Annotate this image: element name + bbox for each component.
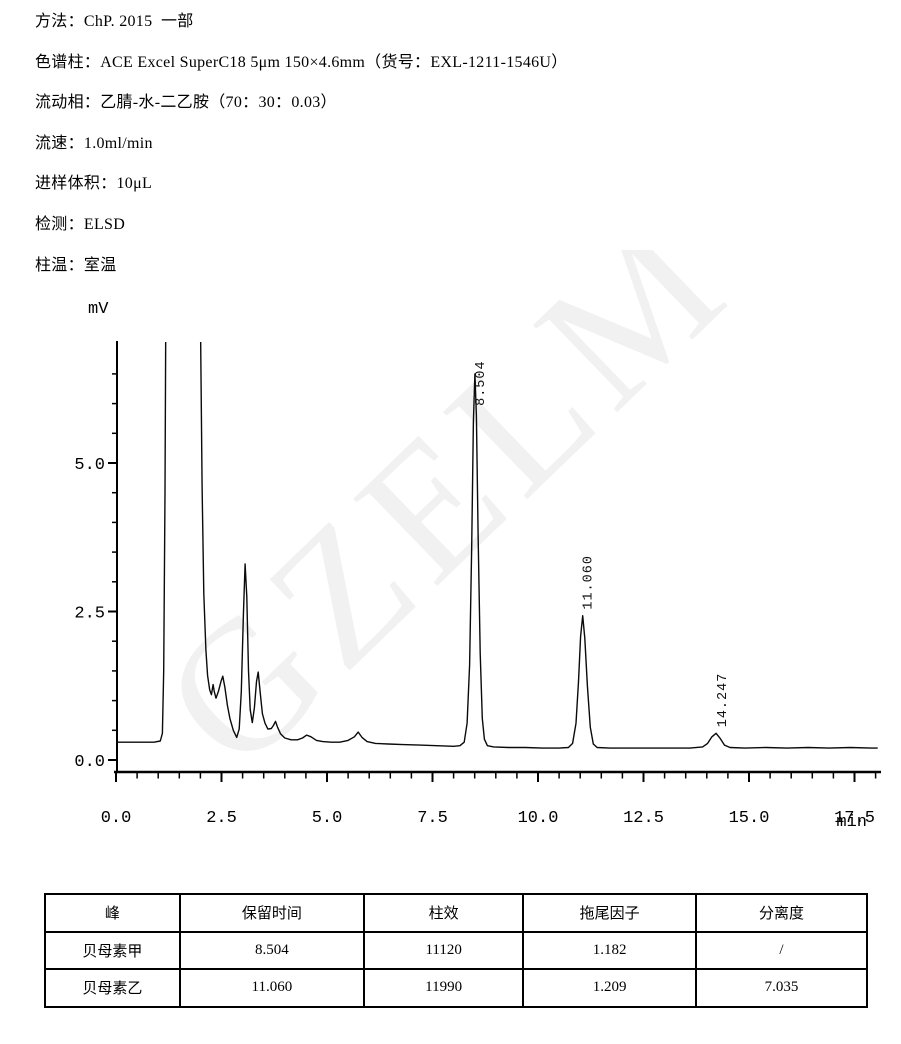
table-cell: 11120 [362, 930, 525, 970]
table-header-cell: 柱效 [362, 893, 525, 933]
chromatogram-trace [116, 342, 878, 749]
x-tick-label: 7.5 [417, 809, 448, 828]
table-row: 贝母素甲 8.504 11120 1.182/ [44, 930, 869, 970]
table-header-cell: 分离度 [694, 893, 869, 933]
y-tick-label: 5.0 [74, 456, 105, 475]
table-header-cell: 拖尾因子 [522, 893, 697, 933]
x-tick-label: 5.0 [312, 809, 343, 828]
table-cell: 8.504 [178, 930, 365, 970]
peak-retention-label: 14.247 [716, 673, 731, 728]
x-tick-label: 0.0 [101, 809, 132, 828]
method-parameters: 方法：ChP. 2015 一部色谱柱：ACE Excel SuperC18 5μ… [35, 2, 568, 286]
y-tick-label: 0.0 [74, 753, 105, 772]
table-cell: 11.060 [178, 968, 365, 1008]
param-line: 柱温：室温 [35, 256, 117, 274]
watermark-text: GZELM [125, 250, 769, 807]
param-line: 色谱柱：ACE Excel SuperC18 5μm 150×4.6mm（货号：… [35, 53, 568, 71]
results-table: 峰保留时间 柱效 拖尾因子 分离度 贝母素甲 8.504 11120 1.182/贝母素乙 11… [44, 893, 869, 1008]
table-header-cell: 峰 [44, 893, 181, 933]
chromatogram-chart: GZELM 0.0 2.5 5.0 0.0 2.5 5.0 7.5 10.0 12.5 15.0 17… [74, 250, 881, 832]
peak-retention-label: 8.504 [474, 360, 489, 406]
x-axis-unit-label: min [836, 813, 867, 832]
table-cell: 11990 [362, 968, 525, 1008]
table-cell: 7.035 [694, 968, 869, 1008]
x-tick-label: 10.0 [518, 809, 559, 828]
x-tick-label: 17.5 [834, 809, 875, 828]
param-line: 流速：1.0ml/min [35, 134, 153, 152]
table-cell: 贝母素甲 [44, 930, 181, 970]
table-header-cell: 保留时间 [178, 893, 365, 933]
table-row: 贝母素乙 11.060 11990 1.209 7.035 [44, 968, 869, 1008]
x-tick-label: 15.0 [729, 809, 770, 828]
table-cell: / [694, 930, 869, 970]
x-tick-label: 12.5 [623, 809, 664, 828]
param-line: 流动相：乙腈-水-二乙胺（70：30：0.03） [35, 94, 337, 112]
table-cell: 贝母素乙 [44, 968, 181, 1008]
y-tick-label: 2.5 [74, 605, 105, 624]
peak-retention-label: 11.060 [582, 555, 597, 610]
table-cell: 1.209 [522, 968, 697, 1008]
param-line: 检测：ELSD [35, 215, 126, 233]
table-header-row: 峰保留时间 柱效 拖尾因子 分离度 [44, 893, 869, 933]
x-tick-label: 2.5 [206, 809, 237, 828]
table-cell: 1.182 [522, 930, 697, 970]
y-axis-unit-label: mV [88, 300, 109, 319]
param-line: 方法：ChP. 2015 一部 [35, 13, 194, 30]
param-line: 进样体积：10μL [35, 175, 153, 193]
